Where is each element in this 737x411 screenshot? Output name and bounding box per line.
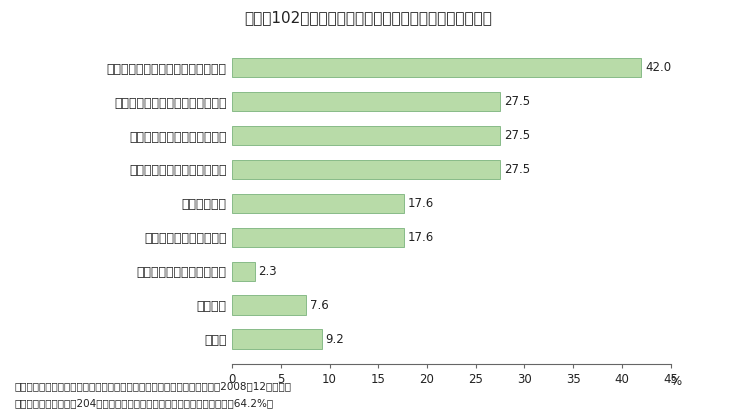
Text: 資料：農林水産省「農協役員への女性の登用に関するアンケート調査」（2008年12月公表）: 資料：農林水産省「農協役員への女性の登用に関するアンケート調査」（2008年12… bbox=[15, 381, 292, 391]
Text: 9.2: 9.2 bbox=[326, 333, 344, 346]
Text: 17.6: 17.6 bbox=[408, 231, 434, 244]
Text: %: % bbox=[671, 375, 682, 388]
Bar bbox=[232, 58, 641, 77]
Bar bbox=[232, 261, 254, 281]
Bar bbox=[232, 159, 500, 179]
Text: 27.5: 27.5 bbox=[504, 95, 530, 108]
Text: 注：農協の女性役員204人を対象として実施したアンケート調査（回収率64.2%）: 注：農協の女性役員204人を対象として実施したアンケート調査（回収率64.2%） bbox=[15, 399, 274, 409]
Text: 27.5: 27.5 bbox=[504, 129, 530, 142]
Bar bbox=[232, 92, 500, 111]
Text: 42.0: 42.0 bbox=[646, 61, 671, 74]
Bar bbox=[232, 330, 322, 349]
Bar bbox=[232, 194, 404, 213]
Text: 図３－102　農協女性役員の登用による変化（複数回答）: 図３－102 農協女性役員の登用による変化（複数回答） bbox=[245, 11, 492, 25]
Bar bbox=[232, 126, 500, 145]
Text: 17.6: 17.6 bbox=[408, 197, 434, 210]
Text: 27.5: 27.5 bbox=[504, 163, 530, 176]
Text: 2.3: 2.3 bbox=[259, 265, 277, 278]
Text: 7.6: 7.6 bbox=[310, 299, 329, 312]
Bar bbox=[232, 296, 306, 315]
Bar bbox=[232, 228, 404, 247]
